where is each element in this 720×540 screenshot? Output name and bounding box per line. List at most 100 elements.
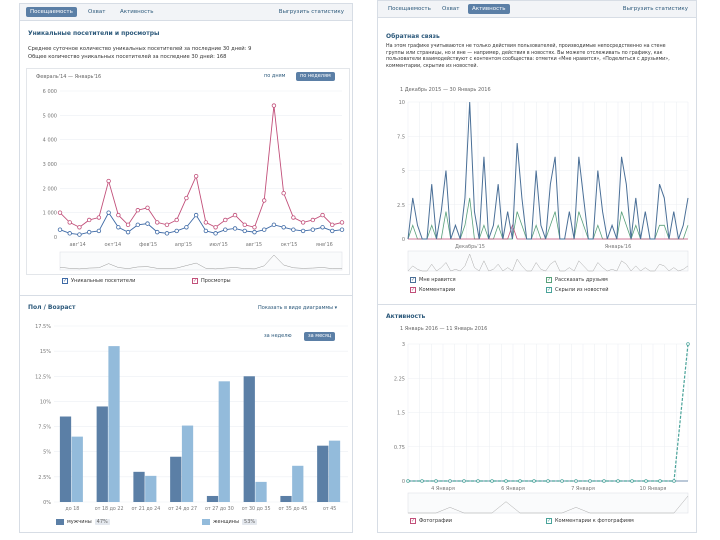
data-point [462, 479, 466, 483]
bar-мужчины [170, 456, 182, 502]
export-stats-link[interactable]: Выгрузить статистику [278, 9, 344, 15]
tab-reach-right[interactable]: Охват [442, 6, 460, 12]
checkbox-icon[interactable]: ✓ [62, 278, 68, 284]
range-navigator [407, 492, 689, 514]
data-point [252, 225, 257, 230]
checkbox-icon[interactable]: ✓ [546, 287, 552, 293]
feedback-date-range[interactable]: 1 Декабрь 2015 — 30 Январь 2016 [400, 87, 491, 93]
checkbox-icon[interactable]: ✓ [410, 287, 416, 293]
feedback-description: На этом графике учитываются не только де… [386, 44, 670, 69]
bar-женщины [108, 346, 120, 502]
data-point [203, 220, 209, 225]
data-point [242, 228, 247, 234]
tab-activity-right[interactable]: Активность [468, 4, 510, 14]
legend-likes[interactable]: ✓ Мне нравится [410, 277, 456, 283]
export-stats-link-right[interactable]: Выгрузить статистику [622, 6, 688, 12]
legend-photo-comments[interactable]: ✓ Комментарии к фотографиям [546, 518, 634, 524]
legend-visitors[interactable]: ✓ Уникальные посетители [62, 278, 135, 284]
period-month-button[interactable]: за месяц [304, 332, 336, 341]
legend-hidden[interactable]: ✓ Скрыли из новостей [546, 287, 609, 293]
by-days-button[interactable]: по дням [264, 73, 286, 79]
x-tick-label: от 45 [323, 506, 336, 512]
checkbox-icon[interactable]: ✓ [410, 277, 416, 283]
legend-shares[interactable]: ✓ Рассказать друзьям [546, 277, 608, 283]
activity-title: Активность [386, 313, 426, 320]
data-point [281, 225, 286, 230]
legend-comments[interactable]: ✓ Комментарии [410, 287, 455, 293]
data-point [588, 479, 592, 483]
y-tick-label: 2.5 [397, 203, 405, 209]
y-tick-label: 6 000 [43, 89, 57, 95]
navigator-line [407, 253, 689, 272]
y-tick-label: 0 [54, 235, 57, 241]
data-point [116, 212, 121, 218]
y-tick-label: 1.5 [397, 411, 405, 417]
data-point [145, 221, 150, 226]
tab-attendance-right[interactable]: Посещаемость [388, 6, 431, 12]
x-tick-label: до 18 [65, 506, 79, 512]
tab-activity[interactable]: Активность [120, 9, 154, 15]
x-tick-label: авг'15 [246, 242, 262, 248]
data-point [57, 210, 63, 215]
legend-female[interactable]: женщины 53% [202, 519, 258, 525]
y-tick-label: 17.5% [35, 324, 51, 330]
data-point [213, 225, 218, 230]
visitors-date-range[interactable]: Февраль'14 — Январь'16 [36, 74, 102, 80]
by-weeks-button[interactable]: по неделям [296, 72, 335, 81]
bar-женщины [255, 481, 267, 502]
bar-женщины [218, 381, 230, 502]
tab-reach[interactable]: Охват [88, 9, 106, 15]
bar-женщины [292, 465, 304, 502]
bar-мужчины [317, 445, 329, 502]
x-tick-label: от 18 до 22 [95, 506, 124, 512]
legend-comments-label: Комментарии [419, 287, 456, 293]
data-point [252, 229, 257, 235]
data-point [262, 227, 267, 232]
x-tick-label: 7 Января [571, 486, 595, 492]
checkbox-icon[interactable]: ✓ [410, 518, 416, 524]
data-point [193, 173, 199, 179]
data-point [135, 222, 140, 228]
data-point [96, 228, 102, 234]
chart-type-dropdown[interactable]: Показать в виде диаграммы ▾ [258, 305, 338, 311]
bar-женщины [145, 475, 157, 502]
y-tick-label: 7.5% [38, 425, 51, 431]
legend-photos[interactable]: ✓ Фотографии [410, 518, 452, 524]
data-point [330, 222, 335, 228]
bar-мужчины [280, 495, 292, 502]
data-point [560, 479, 564, 483]
y-tick-label: 12.5% [35, 374, 51, 380]
data-point [300, 220, 306, 225]
activity-panel: Посещаемость Охват Активность Выгрузить … [377, 0, 697, 533]
period-week-button[interactable]: за неделю [264, 333, 292, 339]
legend-views[interactable]: ✓ Просмотры [192, 278, 231, 284]
legend-male[interactable]: мужчины 47% [56, 519, 110, 525]
data-point [271, 103, 277, 108]
data-point [174, 217, 179, 223]
x-tick-label: окт'14 [105, 242, 122, 248]
activity-date-range[interactable]: 1 Январь 2016 — 11 Январь 2016 [400, 326, 488, 332]
checkbox-icon[interactable]: ✓ [192, 278, 198, 284]
legend-views-label: Просмотры [201, 278, 231, 284]
data-point [320, 212, 325, 218]
data-point [339, 227, 345, 232]
checkbox-icon[interactable]: ✓ [546, 518, 552, 524]
data-point [77, 232, 82, 237]
data-point [96, 215, 102, 220]
female-swatch [202, 519, 210, 525]
data-point [262, 198, 267, 203]
y-tick-label: 2 000 [43, 186, 57, 192]
data-point [155, 220, 160, 225]
section-divider [20, 295, 352, 296]
data-point [145, 205, 150, 210]
y-tick-label: 2.25 [394, 376, 405, 382]
data-point [518, 479, 522, 483]
data-point [86, 229, 92, 235]
data-point [106, 210, 111, 215]
x-tick-label: от 24 до 27 [168, 506, 197, 512]
x-tick-label: апр'15 [175, 242, 192, 248]
data-point [213, 231, 218, 236]
checkbox-icon[interactable]: ✓ [546, 277, 552, 283]
data-point [291, 215, 296, 220]
tab-attendance[interactable]: Посещаемость [26, 7, 77, 17]
